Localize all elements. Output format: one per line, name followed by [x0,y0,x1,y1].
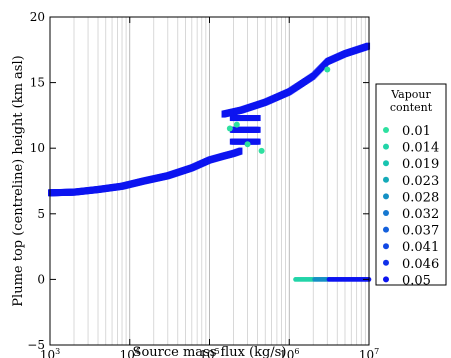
data-point-low-vapour [324,66,331,73]
legend-label: 0.037 [402,224,439,239]
legend-marker [383,259,389,266]
legend-label: 0.01 [402,124,431,139]
x-tick-label: 105 [199,347,219,358]
data-point-low-vapour [258,147,265,154]
legend-box [375,83,447,286]
legend: Vapour content 0.010.0140.0190.0230.0280… [375,83,447,288]
legend-title-line1: Vapour [390,88,431,101]
legend-marker [383,176,389,183]
data-point-lower-branch [238,147,243,155]
y-tick-label: 10 [30,141,45,155]
legend-label: 0.032 [402,207,439,222]
data-point-upper-branch [366,42,371,50]
data-point-cluster [256,138,261,145]
legend-label: 0.041 [402,240,439,255]
legend-marker [383,127,389,133]
legend-marker [383,226,389,233]
legend-title-line2: content [390,101,433,114]
legend-marker [383,243,389,250]
x-tick-label: 107 [359,347,379,358]
legend-label: 0.05 [402,273,431,288]
data-point-cluster [256,115,261,122]
x-tick-label: 106 [279,347,299,358]
legend-marker [383,143,389,150]
x-tick-label: 103 [40,347,60,358]
legend-marker [383,160,389,167]
data-point-low-vapour [233,121,240,128]
y-tick-label: −5 [27,338,45,352]
x-tick-label: 104 [120,347,140,358]
y-tick-label: 5 [37,207,45,221]
legend-label: 0.014 [402,141,439,156]
x-axis: 103 104 105 106 107 [40,17,379,358]
data-point-cluster [256,126,261,133]
y-tick-label: 0 [37,272,45,286]
legend-label: 0.028 [402,190,439,205]
data-point-low-vapour [244,141,251,148]
legend-label: 0.023 [402,174,439,189]
legend-label: 0.019 [402,157,439,172]
y-axis-label: Plume top (centreline) height (km asl) [11,55,26,306]
y-tick-label: 20 [30,10,45,24]
y-tick-label: 15 [30,76,45,90]
data-point-low-vapour [226,125,233,132]
legend-label: 0.046 [402,257,439,272]
legend-marker [383,276,389,283]
x-axis-label: Source mass flux (kg/s) [133,345,287,358]
x-gridlines [73,17,366,345]
legend-marker [383,210,389,216]
legend-marker [383,193,389,200]
y-axis: −5 0 5 10 15 20 [27,10,369,352]
